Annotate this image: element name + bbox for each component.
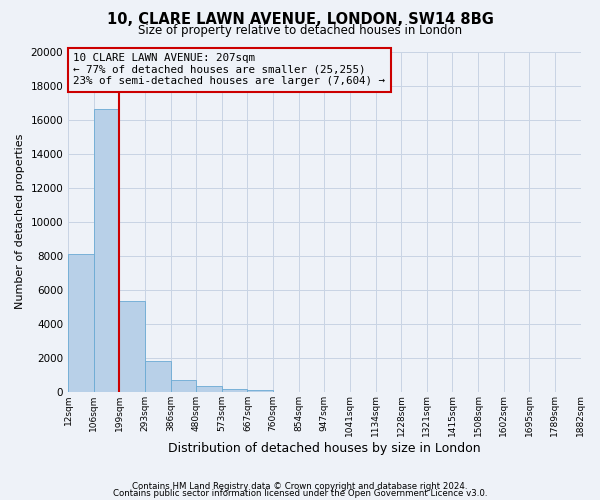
Bar <box>222 389 247 392</box>
Text: Contains HM Land Registry data © Crown copyright and database right 2024.: Contains HM Land Registry data © Crown c… <box>132 482 468 491</box>
Text: Contains public sector information licensed under the Open Government Licence v3: Contains public sector information licen… <box>113 490 487 498</box>
Bar <box>94 110 119 392</box>
Y-axis label: Number of detached properties: Number of detached properties <box>15 134 25 309</box>
Text: Size of property relative to detached houses in London: Size of property relative to detached ho… <box>138 24 462 37</box>
Bar <box>145 361 170 392</box>
Text: 10, CLARE LAWN AVENUE, LONDON, SW14 8BG: 10, CLARE LAWN AVENUE, LONDON, SW14 8BG <box>107 12 493 28</box>
Bar <box>196 386 222 392</box>
Bar <box>68 254 94 392</box>
Text: 10 CLARE LAWN AVENUE: 207sqm
← 77% of detached houses are smaller (25,255)
23% o: 10 CLARE LAWN AVENUE: 207sqm ← 77% of de… <box>73 53 385 86</box>
Bar <box>247 390 273 392</box>
X-axis label: Distribution of detached houses by size in London: Distribution of detached houses by size … <box>168 442 481 455</box>
Bar <box>170 380 196 392</box>
Bar <box>119 302 145 392</box>
